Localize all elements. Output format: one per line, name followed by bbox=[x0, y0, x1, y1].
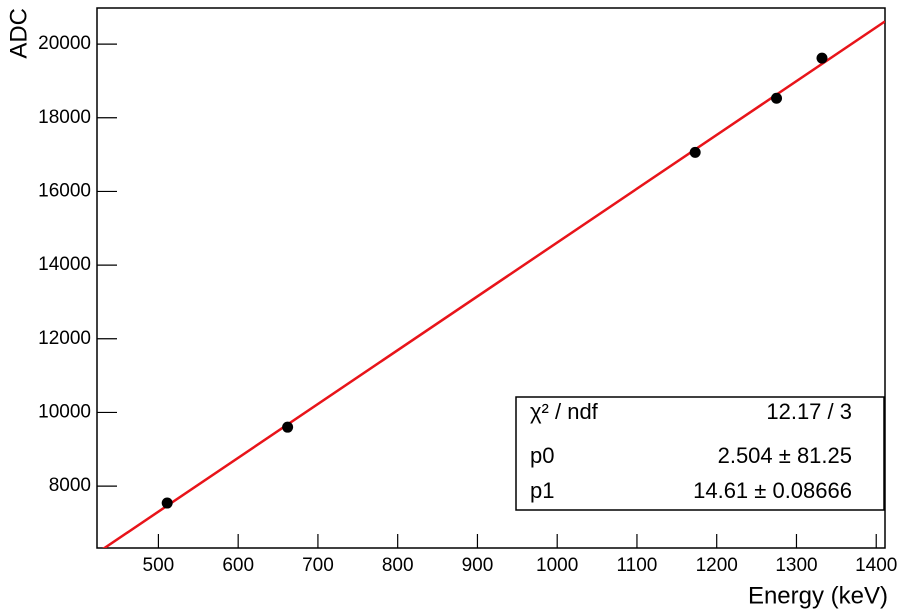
stats-value: 2.504 ± 81.25 bbox=[718, 443, 852, 468]
x-tick-label: 1300 bbox=[775, 555, 817, 576]
data-point bbox=[816, 52, 828, 64]
stats-label: χ² / ndf bbox=[530, 399, 599, 424]
stats-frame bbox=[515, 396, 885, 511]
y-tick-label: 10000 bbox=[38, 401, 91, 422]
stats-value: 12.17 / 3 bbox=[766, 399, 852, 424]
x-tick-label: 600 bbox=[222, 555, 254, 576]
stats-label: p0 bbox=[530, 443, 554, 468]
x-tick-label: 1100 bbox=[617, 555, 658, 576]
data-point bbox=[161, 497, 173, 509]
fit-layer bbox=[102, 20, 885, 548]
y-tick-label: 8000 bbox=[49, 475, 91, 496]
x-tick-label: 800 bbox=[382, 555, 414, 576]
x-tick-label: 1200 bbox=[696, 555, 738, 576]
data-point bbox=[282, 421, 294, 433]
fit-line bbox=[102, 20, 885, 548]
y-tick-label: 16000 bbox=[38, 180, 91, 201]
stats-box: χ² / ndf 12.17 / 3 p0 2.504 ± 81.25 p1 14.61 … bbox=[515, 396, 885, 511]
x-tick-label: 500 bbox=[143, 555, 175, 576]
y-axis-title: ADC bbox=[5, 8, 32, 59]
x-tick-label: 700 bbox=[302, 555, 334, 576]
x-tick-label: 900 bbox=[462, 555, 494, 576]
y-tick-label: 20000 bbox=[38, 33, 91, 54]
data-point bbox=[689, 146, 701, 158]
plot-frame bbox=[96, 7, 886, 549]
x-tick-label: 1400 bbox=[855, 555, 897, 576]
stats-value: 14.61 ± 0.08666 bbox=[693, 478, 852, 503]
y-tick-label: 14000 bbox=[38, 254, 91, 275]
y-tick-label: 18000 bbox=[38, 107, 91, 128]
x-axis-title: Energy (keV) bbox=[748, 582, 888, 609]
y-tick-label: 12000 bbox=[38, 328, 91, 349]
data-point bbox=[771, 92, 783, 104]
x-tick-label: 1000 bbox=[536, 555, 578, 576]
stats-label: p1 bbox=[530, 478, 554, 503]
